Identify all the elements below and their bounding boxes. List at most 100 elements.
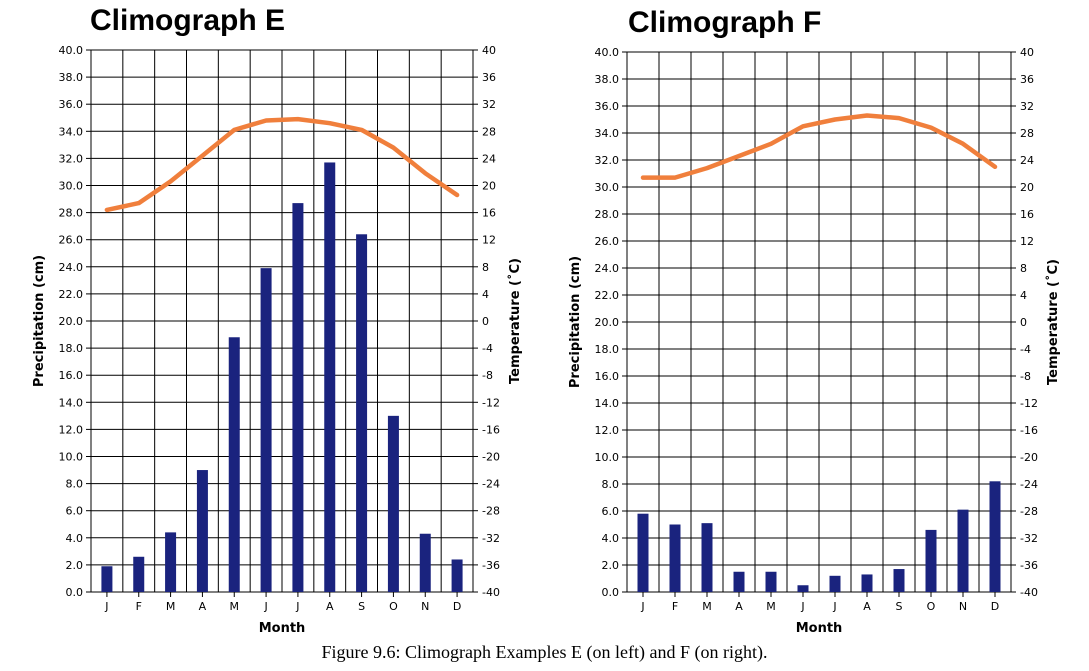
y-axis-label-temperature: Temperature (˚C) xyxy=(507,258,523,384)
precip-bar xyxy=(324,162,336,592)
temp-tick-label: 16 xyxy=(482,207,496,220)
month-label: M xyxy=(166,600,176,613)
month-label: J xyxy=(295,600,299,613)
month-label: N xyxy=(421,600,429,613)
precip-tick-label: 18.0 xyxy=(595,343,620,356)
temp-tick-label: -24 xyxy=(1020,478,1038,491)
temp-tick-label: 36 xyxy=(482,71,496,84)
temp-tick-label: -36 xyxy=(1020,559,1038,572)
month-label: J xyxy=(104,600,108,613)
temp-tick-label: -12 xyxy=(1020,397,1038,410)
temp-tick-label: 24 xyxy=(1020,154,1034,167)
precip-tick-label: 38.0 xyxy=(59,71,84,84)
precip-bar xyxy=(733,571,745,592)
temp-tick-label: 32 xyxy=(482,98,496,111)
precip-tick-label: 6.0 xyxy=(602,505,620,518)
temp-tick-label: 40 xyxy=(482,44,496,57)
precip-tick-label: 2.0 xyxy=(602,559,620,572)
temp-tick-label: -40 xyxy=(1020,586,1038,599)
precip-tick-label: 20.0 xyxy=(59,315,84,328)
temp-tick-label: -4 xyxy=(482,342,493,355)
precip-tick-label: 10.0 xyxy=(595,451,620,464)
precip-bar xyxy=(292,203,304,593)
precip-bar xyxy=(797,585,809,592)
precip-tick-label: 0.0 xyxy=(66,586,84,599)
temp-tick-label: -20 xyxy=(1020,451,1038,464)
temp-tick-label: -28 xyxy=(1020,505,1038,518)
x-axis-label: Month xyxy=(259,621,306,636)
temp-tick-label: 8 xyxy=(1020,262,1027,275)
precip-bar xyxy=(419,533,431,592)
month-label: A xyxy=(326,600,334,613)
precip-tick-label: 22.0 xyxy=(595,289,620,302)
precip-tick-label: 4.0 xyxy=(66,532,84,545)
month-label: F xyxy=(136,600,142,613)
y-axis-label-precipitation: Precipitation (cm) xyxy=(32,255,47,387)
climograph-f: Climograph F 0.0 2.0 4.0 6.0 8.0 10.0 12.0 14.0 1… xyxy=(568,6,1061,636)
month-label: O xyxy=(927,600,936,613)
temp-tick-label: 20 xyxy=(1020,181,1034,194)
month-label: S xyxy=(896,600,903,613)
month-label: O xyxy=(389,600,398,613)
temp-tick-label: -40 xyxy=(482,586,500,599)
precip-bar xyxy=(829,575,841,592)
precip-tick-label: 36.0 xyxy=(595,100,620,113)
month-label: N xyxy=(959,600,967,613)
month-label: D xyxy=(991,600,999,613)
temp-tick-label: -16 xyxy=(1020,424,1038,437)
x-axis-label: Month xyxy=(796,621,843,636)
temp-tick-label: 28 xyxy=(482,125,496,138)
figure-caption: Figure 9.6: Climograph Examples E (on le… xyxy=(321,642,768,662)
precip-tick-label: 10.0 xyxy=(59,451,84,464)
precip-tick-label: 14.0 xyxy=(595,397,620,410)
precip-bar xyxy=(165,532,177,592)
precip-bar xyxy=(669,524,681,592)
precip-tick-label: 40.0 xyxy=(59,44,84,57)
temp-tick-label: -24 xyxy=(482,478,500,491)
precip-tick-label: 16.0 xyxy=(59,369,84,382)
temp-tick-label: -36 xyxy=(482,559,500,572)
precip-tick-label: 38.0 xyxy=(595,73,620,86)
precip-tick-label: 28.0 xyxy=(595,208,620,221)
climograph-e: Climograph E 0.0 2.0 4.0 6.0 8.0 10.0 12.0 14.0 1… xyxy=(32,4,523,636)
precip-bar xyxy=(701,523,713,592)
precip-bar xyxy=(228,337,240,592)
precip-tick-label: 0.0 xyxy=(602,586,620,599)
precip-bar xyxy=(356,234,368,592)
precip-tick-label: 18.0 xyxy=(59,342,84,355)
precip-tick-label: 12.0 xyxy=(59,423,84,436)
temp-tick-label: -32 xyxy=(482,532,500,545)
month-label: J xyxy=(800,600,804,613)
precip-bar xyxy=(957,509,969,592)
precip-bar xyxy=(861,574,873,592)
temp-tick-label: 12 xyxy=(482,234,496,247)
precip-bar xyxy=(196,470,208,592)
month-label: F xyxy=(672,600,678,613)
precip-tick-label: 14.0 xyxy=(59,396,84,409)
chart-title: Climograph F xyxy=(628,6,821,39)
month-label: M xyxy=(766,600,776,613)
climograph-figure: Climograph E 0.0 2.0 4.0 6.0 8.0 10.0 12.0 14.0 1… xyxy=(32,4,1061,636)
precip-bar xyxy=(637,513,649,592)
temp-tick-label: -8 xyxy=(1020,370,1031,383)
y-axis-label-precipitation: Precipitation (cm) xyxy=(568,256,583,388)
precip-tick-label: 12.0 xyxy=(595,424,620,437)
precip-tick-label: 28.0 xyxy=(59,207,84,220)
precip-tick-label: 22.0 xyxy=(59,288,84,301)
month-label: A xyxy=(199,600,207,613)
precip-tick-label: 40.0 xyxy=(595,46,620,59)
precip-bar xyxy=(133,556,145,592)
precip-bar xyxy=(765,571,777,592)
chart-title: Climograph E xyxy=(90,4,285,37)
temp-tick-label: 32 xyxy=(1020,100,1034,113)
temp-tick-label: 12 xyxy=(1020,235,1034,248)
precip-bar xyxy=(260,268,272,592)
y-axis-label-temperature: Temperature (˚C) xyxy=(1045,259,1061,385)
temp-tick-label: 24 xyxy=(482,152,496,165)
precip-bar xyxy=(101,566,113,592)
precip-tick-label: 4.0 xyxy=(602,532,620,545)
precip-tick-label: 30.0 xyxy=(59,180,84,193)
precip-tick-label: 20.0 xyxy=(595,316,620,329)
temp-tick-label: 28 xyxy=(1020,127,1034,140)
